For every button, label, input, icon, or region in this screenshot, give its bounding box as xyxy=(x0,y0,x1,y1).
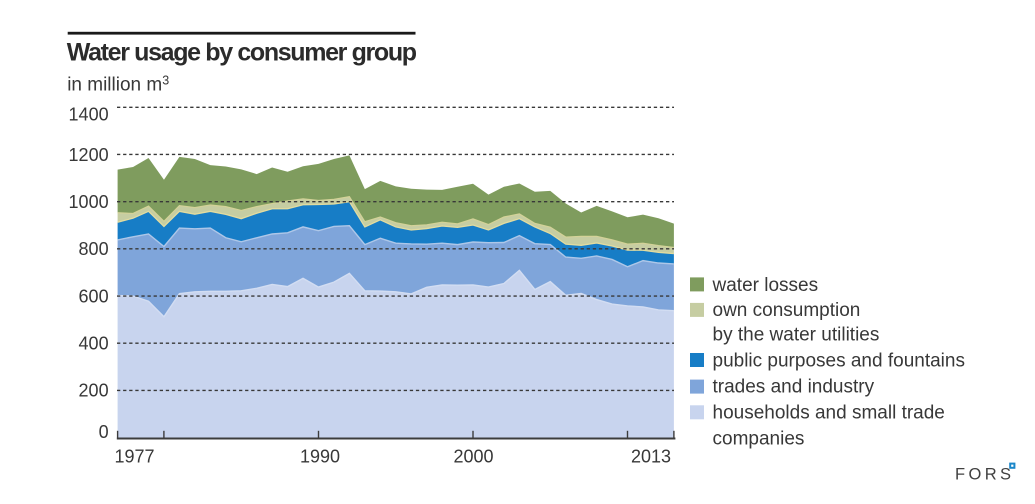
svg-text:2000: 2000 xyxy=(453,447,493,467)
svg-text:0: 0 xyxy=(99,422,109,442)
svg-text:600: 600 xyxy=(79,286,109,306)
svg-text:2013: 2013 xyxy=(631,447,671,467)
svg-text:FORS: FORS xyxy=(955,466,1014,484)
svg-text:Water usage by consumer group: Water usage by consumer group xyxy=(67,39,417,67)
svg-text:200: 200 xyxy=(79,381,109,401)
svg-text:1000: 1000 xyxy=(69,192,109,212)
svg-text:in million m3: in million m3 xyxy=(67,74,169,96)
svg-text:households and small trade: households and small trade xyxy=(713,403,945,424)
svg-text:800: 800 xyxy=(79,239,109,259)
svg-text:public purposes and fountains: public purposes and fountains xyxy=(713,350,965,371)
svg-text:1200: 1200 xyxy=(69,145,109,165)
svg-text:by the water utilities: by the water utilities xyxy=(713,325,880,346)
svg-text:trades and industry: trades and industry xyxy=(713,377,875,398)
svg-text:companies: companies xyxy=(713,428,805,449)
svg-text:own consumption: own consumption xyxy=(713,300,861,321)
svg-text:400: 400 xyxy=(79,334,109,354)
svg-text:water losses: water losses xyxy=(712,275,819,296)
svg-text:1400: 1400 xyxy=(69,105,109,125)
svg-text:1990: 1990 xyxy=(300,447,340,467)
svg-text:1977: 1977 xyxy=(115,447,155,467)
